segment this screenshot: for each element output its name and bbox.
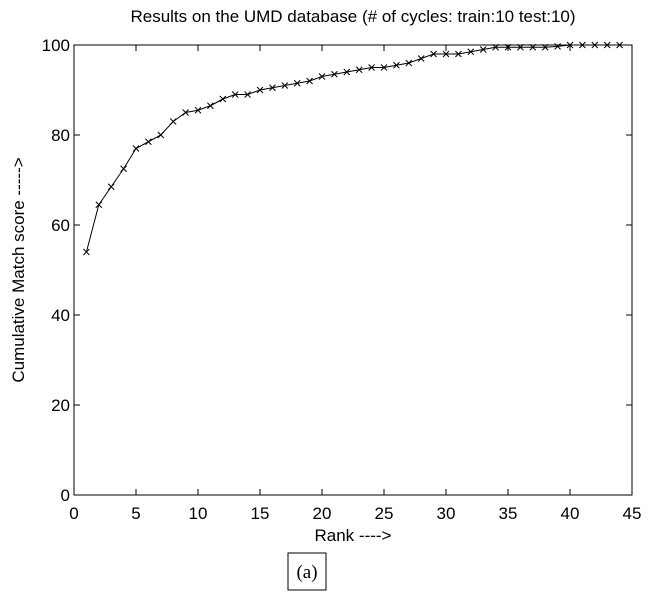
chart-title: Results on the UMD database (# of cycles…: [130, 7, 575, 26]
marker: [380, 64, 388, 71]
marker: [554, 42, 561, 50]
marker: [442, 50, 450, 58]
marker: [269, 84, 276, 92]
marker: [318, 73, 326, 80]
marker: [467, 48, 475, 56]
x-tick-label: 30: [437, 504, 456, 523]
x-tick-label: 0: [69, 504, 78, 523]
x-tick-label: 15: [251, 504, 270, 523]
marker: [566, 41, 574, 49]
marker: [95, 201, 103, 209]
plot-frame: [73, 44, 633, 496]
x-tick-label: 5: [131, 504, 140, 523]
marker: [492, 43, 499, 51]
marker: [579, 41, 586, 49]
y-axis-label: Cumulative Match score ----->: [9, 157, 28, 382]
marker: [517, 43, 524, 51]
x-tick-label: 20: [313, 504, 332, 523]
marker: [368, 64, 375, 71]
marker: [430, 50, 437, 58]
marker: [616, 41, 623, 49]
marker: [455, 50, 462, 58]
caption-box: [287, 552, 327, 591]
y-tick-label: 0: [61, 486, 70, 505]
marker: [256, 86, 264, 94]
marker: [529, 43, 537, 51]
marker: [157, 131, 165, 139]
marker: [306, 77, 313, 85]
x-tick-label: 10: [189, 504, 208, 523]
marker: [603, 41, 611, 49]
marker: [293, 79, 301, 87]
marker: [231, 91, 239, 98]
marker: [331, 70, 338, 78]
x-tick-label: 40: [561, 504, 580, 523]
marker: [219, 95, 227, 103]
x-tick-label: 35: [499, 504, 518, 523]
x-tick-label: 25: [375, 504, 394, 523]
marker: [83, 248, 90, 256]
x-axis-label: Rank ---->: [315, 526, 392, 545]
marker: [182, 109, 189, 116]
marker: [393, 61, 400, 69]
marker: [591, 41, 599, 49]
marker: [281, 82, 289, 89]
marker: [120, 165, 127, 173]
marker: [145, 138, 152, 146]
y-tick-label: 80: [51, 126, 70, 145]
marker: [479, 46, 487, 53]
x-tick-label: 45: [623, 504, 642, 523]
marker: [504, 43, 512, 51]
marker: [405, 59, 413, 67]
line: [85, 44, 620, 253]
marker: [343, 68, 351, 76]
marker: [132, 145, 140, 152]
marker: [207, 102, 214, 110]
marker: [417, 55, 425, 62]
marker: [107, 183, 115, 191]
marker: [541, 43, 549, 51]
y-tick-label: 40: [51, 306, 70, 325]
marker: [169, 118, 177, 125]
y-tick-label: 60: [51, 216, 70, 235]
caption: (a): [296, 562, 317, 583]
y-tick-label: 20: [51, 396, 70, 415]
y-tick-label: 100: [42, 36, 70, 55]
marker: [244, 91, 251, 98]
marker: [355, 66, 363, 74]
marker: [194, 106, 202, 114]
